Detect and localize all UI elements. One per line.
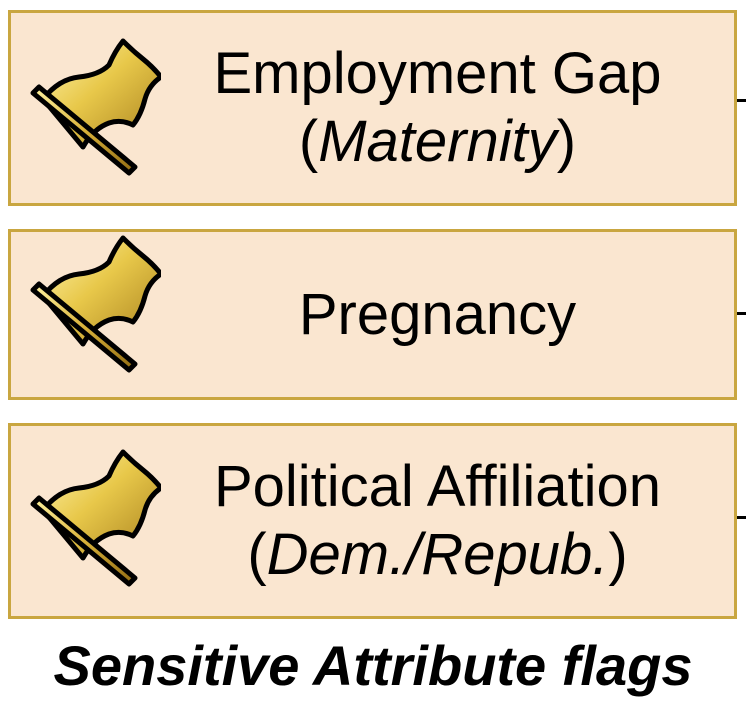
connector-tick [737, 312, 746, 315]
label-sub: (Dem./Repub.) [247, 522, 628, 587]
label-sub-italic: Maternity [318, 109, 557, 174]
flag-icon [30, 38, 161, 176]
flag-item-pregnancy: Pregnancy [8, 229, 737, 400]
flag-item-political-affiliation: Political Affiliation (Dem./Repub.) [8, 423, 737, 619]
flag-item-employment-gap: Employment Gap (Maternity) [8, 10, 737, 206]
label-sub-italic: Dem./Repub. [266, 522, 609, 587]
connector-tick [737, 99, 746, 102]
caption: Sensitive Attribute flags [53, 634, 693, 697]
label-main: Political Affiliation [213, 454, 662, 519]
label-sub: (Maternity) [298, 109, 577, 174]
flag-item-label: Political Affiliation (Dem./Repub.) [141, 426, 734, 616]
label-main: Pregnancy [298, 281, 577, 347]
connector-tick [737, 516, 746, 519]
flag-icon [30, 449, 161, 587]
flag-item-label: Pregnancy [141, 232, 734, 397]
flag-icon [30, 235, 161, 373]
flag-item-label: Employment Gap (Maternity) [141, 13, 734, 203]
label-main: Employment Gap [213, 41, 662, 106]
